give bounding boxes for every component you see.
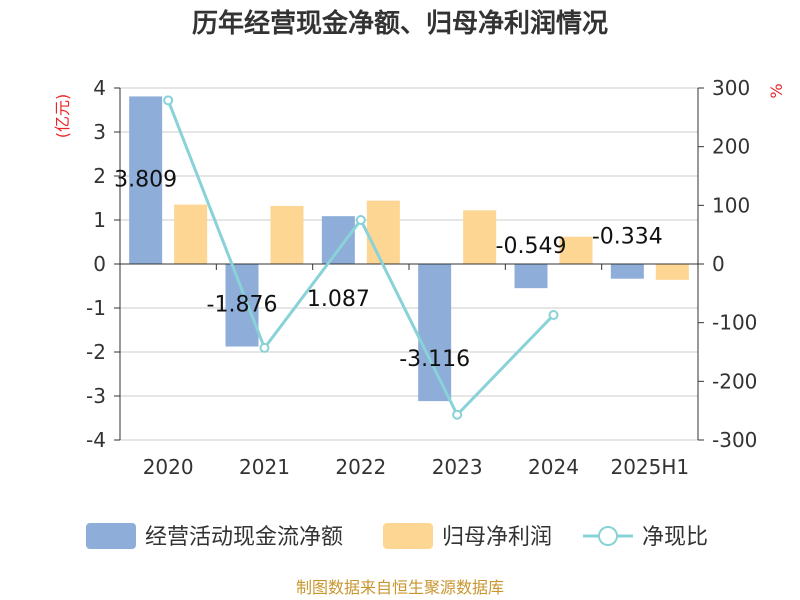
cashflow-bar	[514, 264, 548, 289]
left-tick-label: 4	[93, 76, 106, 100]
net-profit-bar	[270, 205, 304, 264]
ratio-point	[163, 95, 174, 106]
legend-label-cashflow: 经营活动现金流净额	[145, 525, 343, 550]
bars	[129, 96, 689, 402]
cashflow-bar	[418, 264, 452, 402]
category-label: 2021	[239, 455, 290, 479]
category-label: 2020	[143, 455, 194, 479]
axes: -4 -3 -2 -1 0 1 2 3 4 -300 -200 -100 0 100 200 300 2020 2…	[86, 76, 757, 479]
left-tick-label: 3	[93, 120, 106, 144]
cashflow-data-label: 3.809	[114, 167, 177, 192]
right-tick-label: 300	[712, 76, 750, 100]
cashflow-bar	[610, 264, 644, 279]
cashflow-data-label: -1.876	[207, 293, 278, 318]
cashflow-data-label: -0.334	[592, 225, 663, 250]
cashflow-bar	[321, 216, 355, 264]
left-tick-label: 1	[93, 208, 106, 232]
cashflow-data-label: 1.087	[307, 287, 370, 312]
left-axis-unit: (亿元)	[53, 94, 72, 139]
ratio-point	[548, 310, 559, 321]
source-note: 制图数据来自恒生聚源数据库	[296, 578, 504, 597]
left-tick-label: 0	[93, 252, 106, 276]
cashflow-data-label: -0.549	[496, 234, 567, 259]
chart-title: 历年经营现金净额、归母净利润情况	[192, 8, 608, 39]
net-profit-bar	[655, 264, 689, 280]
data-labels: 3.809 -1.876 1.087 -3.116 -0.549 -0.334	[114, 167, 663, 372]
net-profit-bar	[463, 210, 497, 264]
left-tick-label: -3	[86, 384, 106, 408]
legend-swatch-net-profit	[383, 523, 433, 549]
cashflow-bar	[129, 96, 163, 265]
net-profit-bar	[366, 200, 400, 264]
category-label: 2025H1	[610, 455, 689, 479]
right-tick-label: -200	[712, 369, 757, 393]
right-axis-unit: %	[767, 83, 786, 98]
legend-marker-ratio	[598, 526, 618, 546]
left-tick-label: -4	[86, 428, 106, 452]
left-tick-label: 2	[93, 164, 106, 188]
legend-label-net-profit: 归母净利润	[442, 525, 552, 550]
right-tick-label: 200	[712, 135, 750, 159]
legend-swatch-cashflow	[86, 523, 136, 549]
left-tick-label: -1	[86, 296, 106, 320]
legend-label-ratio: 净现比	[642, 525, 708, 550]
net-profit-bar	[559, 236, 593, 264]
ratio-point	[259, 342, 270, 353]
category-label: 2024	[528, 455, 579, 479]
category-label: 2022	[335, 455, 386, 479]
ratio-point	[355, 215, 366, 225]
right-tick-label: -300	[712, 428, 757, 452]
ratio-line	[163, 95, 559, 420]
cashflow-data-label: -3.116	[399, 347, 470, 372]
category-label: 2023	[432, 455, 483, 479]
cashflow-bar	[225, 264, 259, 347]
left-tick-label: -2	[86, 340, 106, 364]
ratio-point	[452, 409, 463, 420]
net-profit-bar	[174, 204, 208, 264]
legend: 经营活动现金流净额 归母净利润 净现比	[86, 523, 708, 550]
right-tick-label: 100	[712, 193, 750, 217]
right-tick-label: 0	[712, 252, 725, 276]
right-tick-label: -100	[712, 311, 757, 335]
